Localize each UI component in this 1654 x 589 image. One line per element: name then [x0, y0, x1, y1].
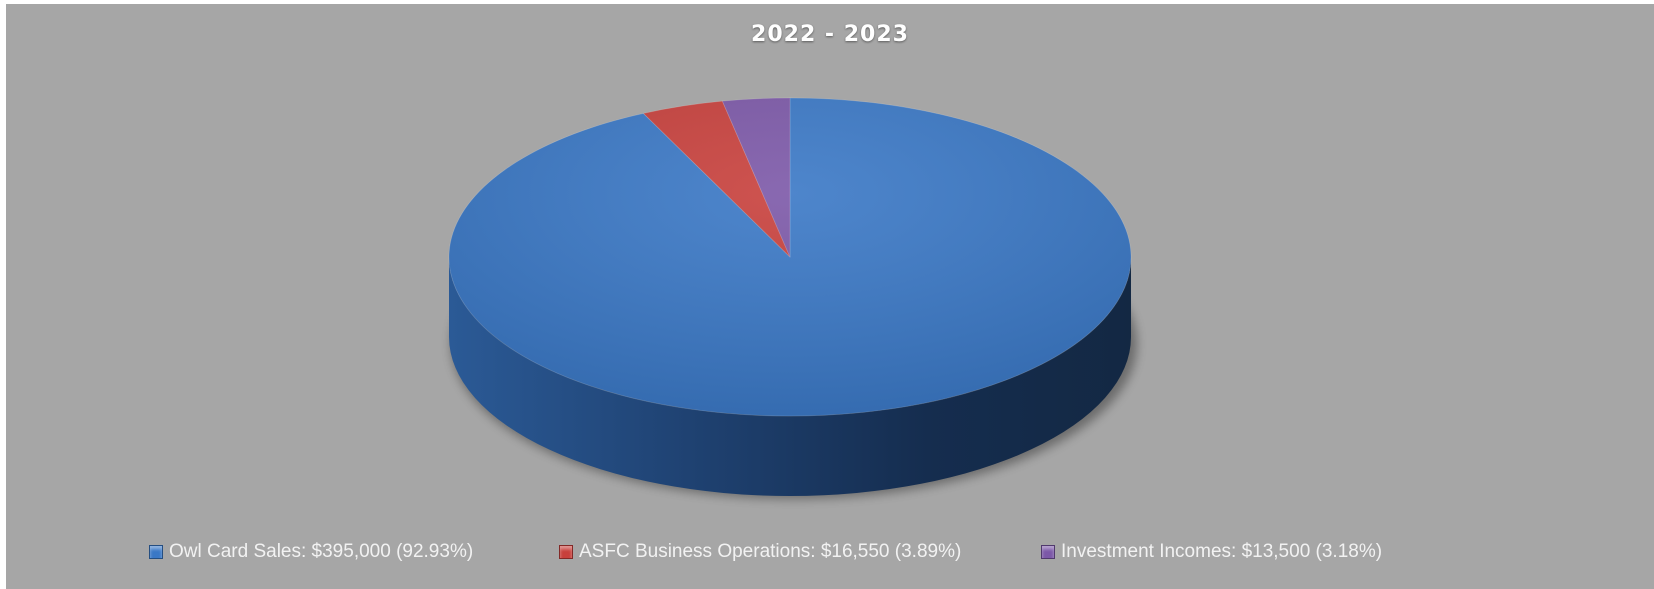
legend-swatch-investment-incomes — [1041, 545, 1055, 559]
chart-title: 2022 - 2023 — [751, 22, 909, 47]
legend-item-investment-incomes: Investment Incomes: $13,500 (3.18%) — [1041, 541, 1382, 563]
legend-swatch-asfc-business-operations — [559, 545, 573, 559]
pie-chart — [448, 97, 1137, 499]
legend-label-asfc-business-operations: ASFC Business Operations: $16,550 (3.89%… — [579, 541, 962, 562]
legend-item-owl-card-sales: Owl Card Sales: $395,000 (92.93%) — [149, 541, 473, 563]
legend-swatch-owl-card-sales — [149, 545, 163, 559]
chart-area: 2022 - 2023 Owl Card Sales: $395,000 (92… — [6, 4, 1654, 589]
legend-label-owl-card-sales: Owl Card Sales: $395,000 (92.93%) — [169, 541, 474, 562]
legend-label-investment-incomes: Investment Incomes: $13,500 (3.18%) — [1061, 541, 1383, 562]
pie-side-owl-card-sales — [449, 257, 1131, 496]
chart-legend: Owl Card Sales: $395,000 (92.93%) ASFC Bu… — [6, 541, 1654, 571]
legend-item-asfc-business-operations: ASFC Business Operations: $16,550 (3.89%… — [559, 541, 961, 563]
